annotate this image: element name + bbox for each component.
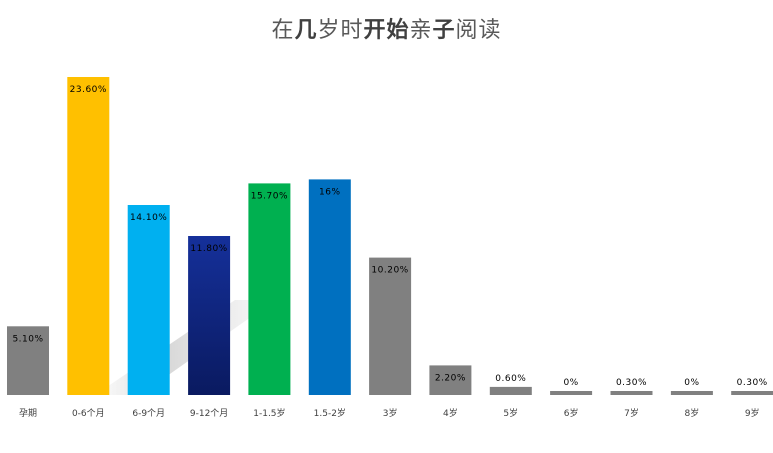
bar-6岁 — [550, 391, 593, 395]
category-label: 7岁 — [624, 407, 639, 419]
category-label: 孕期 — [19, 408, 37, 419]
bar-1.5-2岁 — [308, 179, 351, 395]
category-label: 1-1.5岁 — [253, 407, 285, 419]
data-label: 14.10% — [130, 213, 167, 223]
chart-title: 在几岁时开始亲子阅读 — [271, 18, 502, 43]
bar-9-12个月 — [188, 236, 231, 395]
category-label: 6-9个月 — [132, 408, 165, 419]
bar-9岁 — [731, 391, 773, 395]
bar-shadow — [95, 300, 275, 395]
category-label: 8岁 — [685, 407, 700, 419]
data-label: 0.30% — [737, 378, 768, 388]
data-label: 0% — [684, 378, 699, 388]
category-label: 9岁 — [745, 407, 760, 419]
data-label: 0.60% — [495, 374, 526, 384]
bar-孕期 — [7, 326, 49, 395]
category-label: 3岁 — [383, 407, 398, 419]
category-label: 0-6个月 — [72, 408, 105, 419]
data-label: 10.20% — [371, 266, 408, 276]
category-label: 6岁 — [564, 407, 579, 419]
data-label: 2.20% — [435, 373, 466, 383]
data-label: 0.30% — [616, 378, 647, 388]
bar-1-1.5岁 — [248, 183, 291, 395]
data-label: 15.70% — [251, 191, 288, 201]
category-label: 5岁 — [503, 407, 518, 419]
data-label: 23.60% — [70, 85, 107, 95]
data-label: 16% — [319, 187, 341, 197]
data-label: 0% — [563, 378, 578, 388]
bar-0-6个月 — [67, 77, 110, 395]
data-label: 11.80% — [190, 244, 227, 254]
bar-3岁 — [369, 257, 412, 395]
category-label: 4岁 — [443, 407, 458, 419]
bar-7岁 — [610, 391, 653, 395]
bar-6-9个月 — [127, 205, 170, 395]
bar-8岁 — [670, 391, 713, 395]
data-label: 5.10% — [12, 334, 43, 344]
category-label: 9-12个月 — [190, 408, 228, 419]
category-label: 1.5-2岁 — [314, 407, 346, 419]
bar-4岁 — [429, 365, 472, 395]
bar-5岁 — [489, 386, 532, 395]
